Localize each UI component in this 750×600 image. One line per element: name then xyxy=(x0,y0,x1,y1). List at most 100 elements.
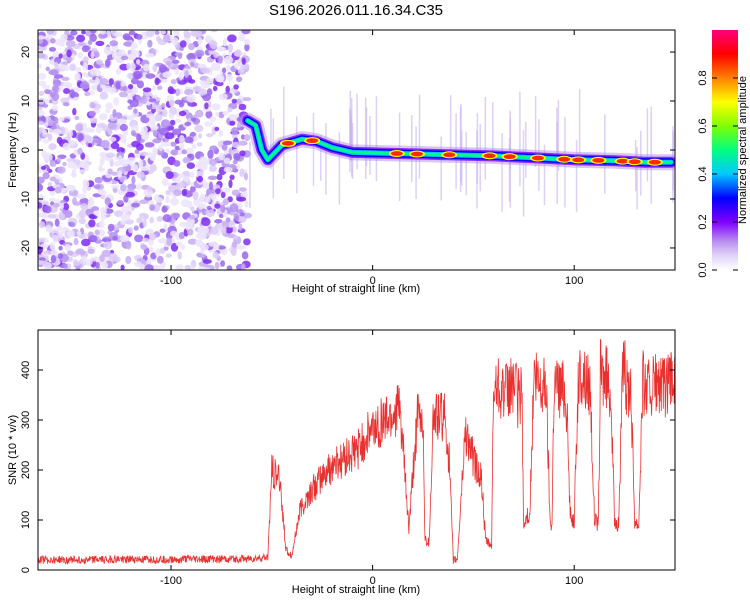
noise-blob xyxy=(157,255,164,264)
noise-blob xyxy=(71,168,77,178)
noise-blob xyxy=(131,175,136,185)
noise-blob xyxy=(178,232,185,240)
ridge-hot-spot xyxy=(390,151,403,156)
noise-blob xyxy=(40,165,47,170)
noise-blob xyxy=(73,238,79,246)
noise-blob xyxy=(62,142,71,151)
noise-blob xyxy=(189,171,195,178)
noise-blob xyxy=(173,30,180,38)
noise-blob xyxy=(54,61,59,68)
noise-blob xyxy=(155,113,163,122)
noise-blob xyxy=(146,113,155,119)
noise-blob xyxy=(119,176,125,183)
noise-blob xyxy=(95,76,100,86)
noise-blob xyxy=(198,233,208,240)
noise-blob xyxy=(159,228,166,233)
noise-blob xyxy=(52,202,60,208)
noise-blob xyxy=(135,34,143,40)
noise-blob xyxy=(220,226,227,234)
noise-blob xyxy=(94,229,100,236)
spectrogram-ytick-label: 0 xyxy=(20,147,32,153)
noise-blob xyxy=(226,265,233,270)
noise-blob xyxy=(180,199,191,208)
noise-blob xyxy=(138,212,149,219)
noise-blob xyxy=(50,255,57,264)
noise-blob xyxy=(52,128,62,135)
noise-blob xyxy=(175,182,186,189)
noise-blob xyxy=(144,53,155,58)
noise-blob xyxy=(179,40,187,48)
noise-blob xyxy=(69,63,77,71)
noise-blob xyxy=(76,194,87,199)
noise-blob xyxy=(218,213,224,219)
noise-blob xyxy=(125,255,132,265)
noise-blob xyxy=(50,248,57,257)
noise-blob xyxy=(38,260,46,266)
noise-blob xyxy=(171,59,180,64)
noise-blob xyxy=(49,159,55,167)
noise-blob xyxy=(166,237,173,246)
noise-blob xyxy=(82,62,89,71)
noise-blob xyxy=(75,67,82,73)
noise-blob xyxy=(45,224,52,233)
noise-blob xyxy=(108,78,114,86)
noise-blob xyxy=(53,80,62,85)
noise-blob xyxy=(170,230,177,237)
noise-blob xyxy=(237,68,244,75)
noise-blob xyxy=(102,85,112,93)
noise-blob xyxy=(43,122,49,127)
noise-blob xyxy=(243,38,251,46)
noise-blob xyxy=(139,151,149,156)
noise-blob xyxy=(231,141,240,148)
noise-blob xyxy=(45,66,51,72)
noise-blob xyxy=(48,47,57,52)
noise-blob xyxy=(81,45,90,53)
noise-blob xyxy=(178,71,183,81)
noise-blob xyxy=(174,68,180,75)
noise-blob xyxy=(186,94,197,103)
noise-blob xyxy=(38,63,42,69)
noise-blob xyxy=(229,120,236,126)
noise-blob xyxy=(98,165,103,172)
noise-blob xyxy=(236,76,243,82)
noise-blob xyxy=(161,141,172,147)
noise-blob xyxy=(115,81,121,90)
noise-blob xyxy=(38,221,46,229)
noise-blob xyxy=(62,161,67,167)
noise-blob xyxy=(163,34,171,43)
noise-blob xyxy=(184,264,191,270)
noise-blob xyxy=(175,88,181,97)
noise-blob xyxy=(57,253,64,259)
noise-blob xyxy=(73,149,79,156)
noise-blob xyxy=(97,229,106,237)
noise-blob xyxy=(99,91,109,100)
noise-blob xyxy=(42,129,47,135)
noise-blob xyxy=(227,34,237,43)
noise-blob xyxy=(232,226,237,234)
noise-blob xyxy=(157,238,167,244)
noise-blob xyxy=(161,178,169,186)
noise-blob xyxy=(44,89,51,94)
noise-blob xyxy=(80,81,90,90)
noise-blob xyxy=(204,121,214,127)
noise-blob xyxy=(214,219,223,224)
noise-blob xyxy=(158,64,168,73)
noise-blob xyxy=(243,212,253,219)
snr-background xyxy=(38,330,675,570)
noise-blob xyxy=(197,142,203,147)
noise-blob xyxy=(128,84,134,90)
noise-blob xyxy=(187,228,194,236)
noise-blob xyxy=(38,120,45,126)
noise-blob xyxy=(156,104,163,114)
noise-blob xyxy=(228,179,233,189)
noise-blob xyxy=(94,176,103,184)
noise-blob xyxy=(241,30,251,35)
colorbar-tick-label: 0.0 xyxy=(697,262,709,277)
noise-blob xyxy=(156,216,164,222)
noise-blob xyxy=(128,227,134,234)
noise-blob xyxy=(144,91,152,97)
noise-blob xyxy=(99,254,105,262)
noise-blob xyxy=(112,52,121,60)
noise-blob xyxy=(198,88,208,96)
